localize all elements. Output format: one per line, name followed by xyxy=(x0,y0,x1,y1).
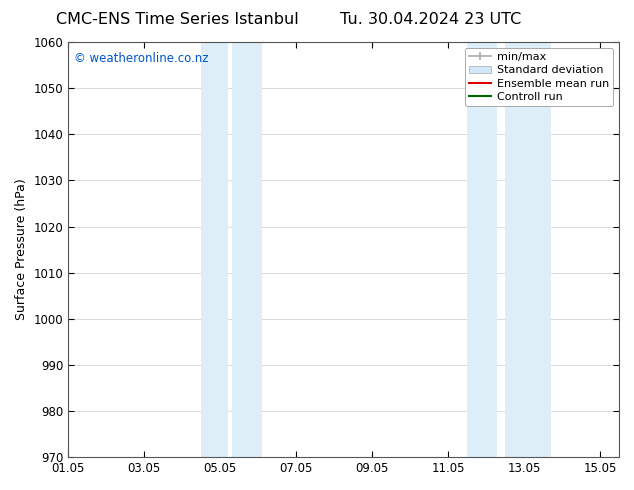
Bar xyxy=(201,42,228,457)
Text: Tu. 30.04.2024 23 UTC: Tu. 30.04.2024 23 UTC xyxy=(340,12,522,27)
Text: © weatheronline.co.nz: © weatheronline.co.nz xyxy=(74,52,208,66)
Y-axis label: Surface Pressure (hPa): Surface Pressure (hPa) xyxy=(15,179,28,320)
Bar xyxy=(231,42,262,457)
Bar xyxy=(505,42,550,457)
Text: CMC-ENS Time Series Istanbul: CMC-ENS Time Series Istanbul xyxy=(56,12,299,27)
Bar xyxy=(467,42,498,457)
Legend: min/max, Standard deviation, Ensemble mean run, Controll run: min/max, Standard deviation, Ensemble me… xyxy=(465,48,614,106)
